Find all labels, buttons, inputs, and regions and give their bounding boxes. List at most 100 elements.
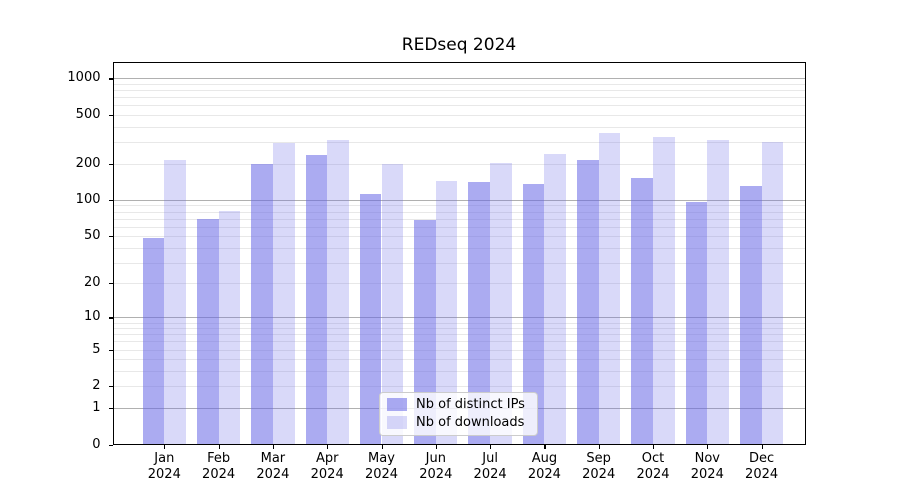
grid-line-60 <box>112 226 806 228</box>
x-tick-label-feb: Feb 2024 <box>202 450 236 482</box>
bar-downloads-feb <box>218 211 241 445</box>
y-tick-label-0: 0 <box>92 436 101 452</box>
x-tick-label-sep: Sep 2024 <box>582 450 616 482</box>
x-tick-aug <box>544 444 546 449</box>
bar-downloads-sep <box>598 132 621 445</box>
y-tick-label-1: 1 <box>92 399 101 415</box>
y-tick-label-200: 200 <box>75 155 101 171</box>
legend: Nb of distinct IPs Nb of downloads <box>379 392 538 436</box>
x-tick-label-aug: Aug 2024 <box>527 450 561 482</box>
grid-line-2 <box>112 386 806 388</box>
x-tick-oct <box>653 444 655 449</box>
bar-distinct-ips-oct <box>631 178 653 445</box>
x-tick-label-jun: Jun 2024 <box>419 450 453 482</box>
grid-line-3 <box>112 371 806 373</box>
y-tick-100 <box>108 199 113 202</box>
y-tick-0 <box>108 444 113 446</box>
grid-line-900 <box>112 84 806 86</box>
grid-line-100 <box>112 199 806 201</box>
bar-downloads-jun <box>435 180 458 445</box>
x-tick-label-jan: Jan 2024 <box>147 450 181 482</box>
y-tick-label-5: 5 <box>92 341 101 357</box>
bar-distinct-ips-nov <box>685 202 708 445</box>
bar-distinct-ips-jul <box>468 181 491 445</box>
x-tick-sep <box>598 444 600 449</box>
x-tick-nov <box>707 444 709 449</box>
y-tick-500 <box>108 115 113 117</box>
x-tick-mar <box>272 444 275 449</box>
grid-line-5 <box>112 349 806 351</box>
grid-line-300 <box>112 142 806 144</box>
bar-downloads-may <box>381 163 404 445</box>
bar-downloads-dec <box>761 141 784 445</box>
bar-distinct-ips-jun <box>414 220 436 445</box>
grid-line-1000 <box>112 78 806 80</box>
y-tick-label-100: 100 <box>75 191 101 207</box>
legend-item-downloads: Nb of downloads <box>387 415 525 430</box>
bar-distinct-ips-apr <box>305 155 328 445</box>
x-tick-label-may: May 2024 <box>364 450 399 482</box>
grid-line-90 <box>112 205 806 207</box>
x-tick-dec <box>761 444 763 449</box>
grid-line-4 <box>112 359 806 361</box>
grid-line-500 <box>112 115 806 117</box>
x-tick-feb <box>218 444 220 449</box>
x-tick-label-oct: Oct 2024 <box>636 450 670 482</box>
x-tick-may <box>381 444 383 449</box>
bar-distinct-ips-mar <box>251 163 273 445</box>
y-tick-200 <box>108 163 113 165</box>
y-tick-label-20: 20 <box>83 275 101 291</box>
plot-border <box>112 62 806 445</box>
x-tick-label-jul: Jul 2024 <box>473 450 507 482</box>
grid-line-700 <box>112 97 806 99</box>
grid-line-40 <box>112 247 806 249</box>
x-tick-label-mar: Mar 2024 <box>256 450 290 482</box>
x-tick-label-apr: Apr 2024 <box>310 450 344 482</box>
y-tick-1000 <box>108 78 113 80</box>
y-tick-label-50: 50 <box>83 228 101 244</box>
legend-swatch-downloads <box>387 416 407 429</box>
grid-line-6 <box>112 341 806 343</box>
bar-distinct-ips-jan <box>142 238 165 445</box>
y-tick-10 <box>108 317 113 319</box>
legend-item-distinct-ips: Nb of distinct IPs <box>387 397 525 412</box>
x-tick-label-dec: Dec 2024 <box>745 450 779 482</box>
grid-line-600 <box>112 105 806 107</box>
bar-distinct-ips-feb <box>196 218 219 445</box>
bar-distinct-ips-aug <box>522 184 545 445</box>
bar-downloads-apr <box>327 140 349 445</box>
bar-downloads-nov <box>707 140 729 445</box>
grid-line-20 <box>112 283 806 285</box>
y-tick-1 <box>108 407 113 409</box>
bar-downloads-jul <box>490 162 512 445</box>
y-tick-50 <box>108 236 113 238</box>
grid-line-50 <box>112 236 806 238</box>
y-tick-2 <box>108 386 113 388</box>
grid-line-8 <box>112 328 806 330</box>
bar-downloads-aug <box>544 153 567 445</box>
grid-line-7 <box>112 334 806 336</box>
y-tick-5 <box>108 349 113 351</box>
legend-label-downloads: Nb of downloads <box>416 415 525 430</box>
bar-downloads-jan <box>164 159 186 445</box>
bar-distinct-ips-may <box>359 194 382 445</box>
grid-line-10 <box>112 317 806 319</box>
x-tick-jun <box>435 444 437 449</box>
legend-label-distinct-ips: Nb of distinct IPs <box>416 397 525 412</box>
y-tick-20 <box>108 283 113 285</box>
grid-line-400 <box>112 126 806 128</box>
grid-line-9 <box>112 322 806 324</box>
legend-swatch-distinct-ips <box>387 398 407 411</box>
bar-distinct-ips-sep <box>577 160 599 445</box>
grid-line-80 <box>112 211 806 213</box>
y-tick-label-10: 10 <box>83 309 101 325</box>
y-tick-label-2: 2 <box>92 378 101 394</box>
y-tick-label-1000: 1000 <box>67 70 101 86</box>
bar-downloads-mar <box>272 142 295 445</box>
x-tick-apr <box>327 444 329 449</box>
chart-title: REDseq 2024 <box>401 35 517 55</box>
grid-line-30 <box>112 262 806 264</box>
x-tick-label-nov: Nov 2024 <box>690 450 724 482</box>
